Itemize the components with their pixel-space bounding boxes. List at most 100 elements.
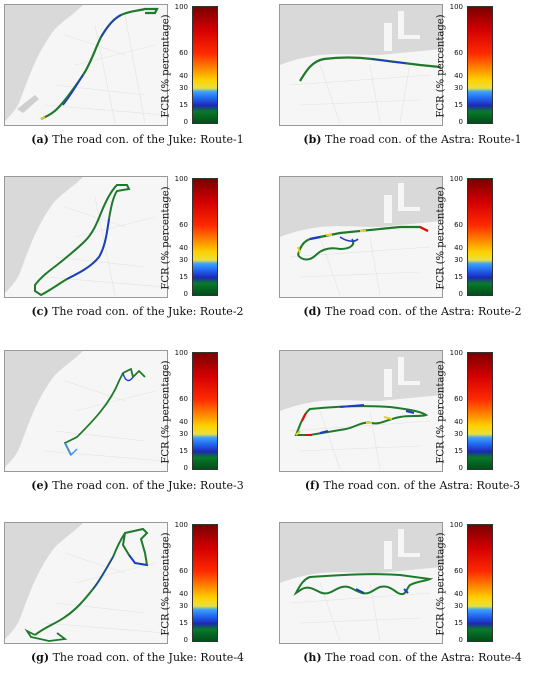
colorbar [192,352,218,470]
tick-label: 40 [454,244,463,252]
caption-text: The road con. of the Juke: Route-4 [52,651,245,664]
tick-label: 100 [449,521,463,529]
panel-letter: (b) [303,133,322,146]
tick-label: 30 [454,256,463,264]
panel-c: 100 60 40 30 15 0 FCR (% percentage) (c)… [0,172,275,344]
tick-label: 100 [449,3,463,11]
panel-b: 100 60 40 30 15 0 FCR (% percentage) (b)… [275,0,550,172]
caption-text: The road con. of the Astra: Route-1 [324,133,522,146]
tick-label: 100 [174,349,188,357]
caption-text: The road con. of the Juke: Route-3 [52,479,244,492]
colorbar-axis-label: FCR (% percentage) [435,186,447,290]
tick-label: 30 [179,84,188,92]
panel-caption: (a) The road con. of the Juke: Route-1 [0,133,275,146]
tick-label: 30 [179,430,188,438]
panel-e: 100 60 40 30 15 0 FCR (% percentage) (e)… [0,346,275,518]
tick-label: 30 [179,602,188,610]
tick-label: 40 [179,418,188,426]
map-juke [4,176,168,298]
tick-label: 60 [179,221,188,229]
map-astra [279,350,443,472]
panel-h: 100 60 40 30 15 0 FCR (% percentage) (h)… [275,518,550,690]
tick-label: 30 [454,602,463,610]
tick-label: 100 [449,349,463,357]
colorbar-axis-label: FCR (% percentage) [160,186,172,290]
tick-label: 100 [174,3,188,11]
tick-label: 100 [174,521,188,529]
colorbar [192,178,218,296]
tick-label: 30 [454,84,463,92]
tick-label: 0 [183,118,188,126]
tick-label: 40 [454,418,463,426]
tick-label: 60 [454,395,463,403]
tick-label: 60 [179,567,188,575]
panel-caption: (b) The road con. of the Astra: Route-1 [275,133,550,146]
tick-label: 0 [458,118,463,126]
colorbar [467,178,493,296]
tick-label: 0 [458,290,463,298]
tick-label: 15 [179,101,188,109]
tick-label: 40 [454,590,463,598]
tick-label: 15 [179,619,188,627]
colorbar-axis-label: FCR (% percentage) [160,532,172,636]
panel-letter: (g) [30,651,50,664]
tick-label: 15 [454,273,463,281]
tick-label: 15 [454,619,463,627]
route-path [40,7,159,120]
map-astra [279,4,443,126]
tick-label: 100 [174,175,188,183]
tick-label: 60 [454,49,463,57]
tick-label: 15 [179,447,188,455]
tick-label: 0 [183,464,188,472]
tick-label: 15 [179,273,188,281]
panel-a: 100 60 40 30 15 0 FCR (% percentage) (a)… [0,0,275,172]
panel-letter: (a) [31,133,49,146]
colorbar [192,6,218,124]
panel-g: 100 60 40 30 15 0 FCR (% percentage) (g)… [0,518,275,690]
panel-letter: (h) [303,651,322,664]
map-juke [4,522,168,644]
caption-text: The road con. of the Juke: Route-1 [52,133,244,146]
tick-label: 0 [183,290,188,298]
panel-letter: (c) [31,305,49,318]
tick-label: 40 [179,72,188,80]
panel-d: 100 60 40 30 15 0 FCR (% percentage) (d)… [275,172,550,344]
panel-caption: (d) The road con. of the Astra: Route-2 [275,305,550,318]
panel-caption: (f) The road con. of the Astra: Route-3 [275,479,550,492]
tick-label: 30 [179,256,188,264]
colorbar-axis-label: FCR (% percentage) [435,14,447,118]
map-astra [279,176,443,298]
tick-label: 15 [454,101,463,109]
colorbar [192,524,218,642]
panel-caption: (h) The road con. of the Astra: Route-4 [275,651,550,664]
map-juke [4,350,168,472]
panel-letter: (f) [304,479,320,492]
colorbar [467,352,493,470]
colorbar [467,524,493,642]
panel-letter: (d) [303,305,322,318]
tick-label: 15 [454,447,463,455]
colorbar-axis-label: FCR (% percentage) [160,14,172,118]
panel-f: 100 60 40 30 15 0 FCR (% percentage) (f)… [275,346,550,518]
tick-label: 60 [454,567,463,575]
panel-letter: (e) [31,479,49,492]
tick-label: 0 [458,636,463,644]
tick-label: 0 [458,464,463,472]
colorbar [467,6,493,124]
colorbar-axis-label: FCR (% percentage) [435,360,447,464]
panel-caption: (c) The road con. of the Juke: Route-2 [0,305,275,318]
tick-label: 60 [179,395,188,403]
tick-label: 60 [179,49,188,57]
colorbar-axis-label: FCR (% percentage) [160,360,172,464]
map-astra [279,522,443,644]
tick-label: 0 [183,636,188,644]
panel-caption: (e) The road con. of the Juke: Route-3 [0,479,275,492]
map-juke [4,4,168,126]
caption-text: The road con. of the Juke: Route-2 [52,305,244,318]
tick-label: 100 [449,175,463,183]
caption-text: The road con. of the Astra: Route-3 [323,479,521,492]
panel-caption: (g) The road con. of the Juke: Route-4 [0,651,275,664]
caption-text: The road con. of the Astra: Route-4 [325,651,522,664]
tick-label: 30 [454,430,463,438]
tick-label: 40 [179,244,188,252]
